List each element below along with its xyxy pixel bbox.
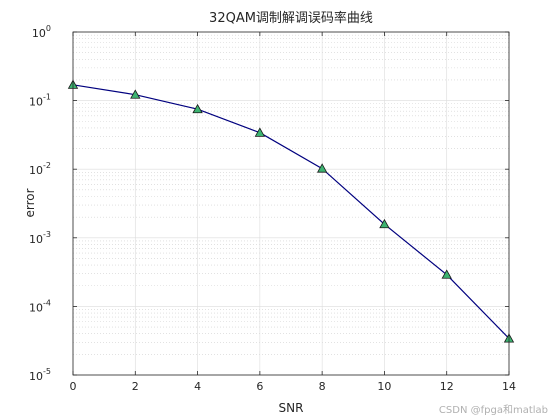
data-point-marker [254, 127, 266, 137]
x-tick-label: 8 [319, 380, 326, 393]
y-tick-label: 10-4 [29, 298, 51, 314]
data-point-marker [130, 89, 141, 99]
data-point-marker [441, 269, 452, 279]
y-tick-label: 10-3 [29, 230, 51, 246]
data-point-marker [316, 163, 328, 173]
axes-box [72, 31, 510, 376]
data-point-marker [379, 218, 390, 229]
data-point-marker [192, 103, 203, 114]
x-axis-label: SNR [279, 401, 304, 415]
x-tick-label: 10 [377, 380, 391, 393]
y-tick-label: 10-5 [29, 367, 51, 383]
watermark: CSDN @fpga和matlab [439, 404, 548, 416]
x-tick-label: 14 [502, 380, 516, 393]
y-tick-label: 10-2 [29, 161, 51, 177]
y-tick-label: 10-1 [29, 93, 51, 109]
x-tick-label: 6 [256, 380, 263, 393]
x-tick-label: 12 [440, 380, 454, 393]
y-tick-label: 100 [32, 24, 51, 40]
x-tick-label: 0 [70, 380, 77, 393]
x-tick-label: 4 [194, 380, 201, 393]
series-line [72, 84, 510, 339]
x-tick-label: 2 [132, 380, 139, 393]
chart-title: 32QAM调制解调误码率曲线 [209, 10, 373, 26]
ticks: 0 2 4 6 8 10 12 14 10-5 10-4 10-3 10-2 10-1 100 [29, 24, 516, 393]
axes-background [73, 32, 509, 375]
y-axis-label: error [23, 188, 37, 217]
